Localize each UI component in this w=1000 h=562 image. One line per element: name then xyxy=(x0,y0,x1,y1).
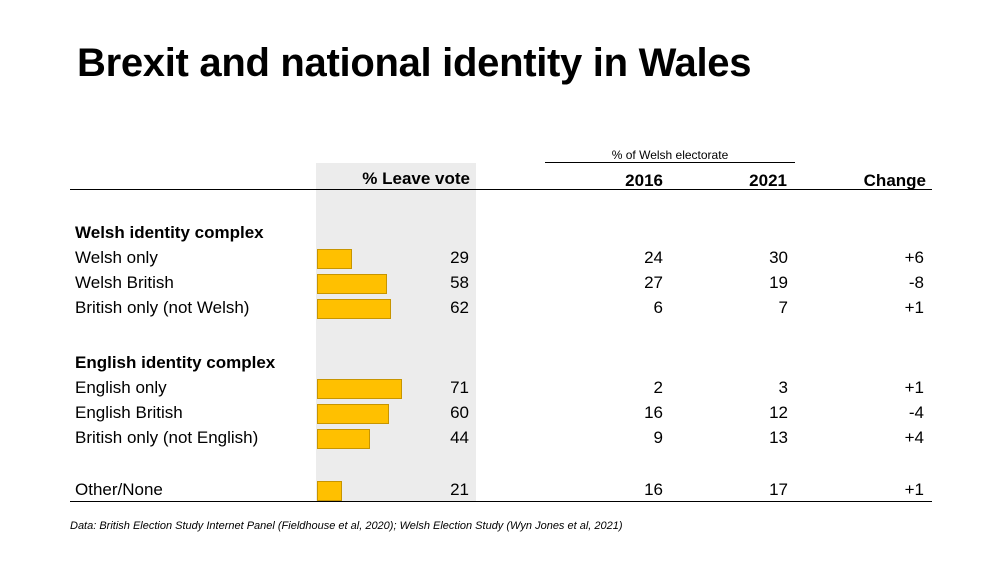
chart-title: Brexit and national identity in Wales xyxy=(77,41,752,85)
value-2021: 7 xyxy=(778,298,788,317)
source-note: Data: British Election Study Internet Pa… xyxy=(70,520,623,532)
leave-vote-value: 62 xyxy=(450,298,469,317)
leave-vote-column-shade xyxy=(316,163,476,501)
row-label: English British xyxy=(75,403,183,422)
value-2016: 27 xyxy=(644,273,663,292)
value-2016: 9 xyxy=(653,428,663,447)
year-2016-column-header: 2016 xyxy=(625,171,663,190)
leave-vote-bar xyxy=(317,429,370,449)
change-column-header: Change xyxy=(863,171,926,190)
change-value: +1 xyxy=(904,378,924,397)
row-label: British only (not Welsh) xyxy=(75,298,250,317)
leave-vote-bar xyxy=(317,274,387,294)
row-label: English only xyxy=(75,378,167,397)
change-value: +4 xyxy=(904,428,924,447)
leave-vote-bar xyxy=(317,299,391,319)
leave-vote-value: 60 xyxy=(450,403,469,422)
leave-vote-value: 44 xyxy=(450,428,469,447)
leave-vote-value: 71 xyxy=(450,378,469,397)
value-2021: 3 xyxy=(778,378,788,397)
leave-vote-value: 29 xyxy=(450,248,469,267)
change-value: +6 xyxy=(904,248,924,267)
change-value: +1 xyxy=(904,480,924,499)
value-2021: 17 xyxy=(769,480,788,499)
value-2016: 16 xyxy=(644,403,663,422)
value-2016: 16 xyxy=(644,480,663,499)
row-label: Welsh only xyxy=(75,248,158,267)
leave-vote-value: 58 xyxy=(450,273,469,292)
leave-vote-bar xyxy=(317,481,342,501)
group-heading: Welsh identity complex xyxy=(75,223,264,242)
row-label: Other/None xyxy=(75,480,163,499)
value-2016: 24 xyxy=(644,248,663,267)
bottom-rule xyxy=(70,501,932,502)
row-label: Welsh British xyxy=(75,273,174,292)
electorate-column-group-label: % of Welsh electorate xyxy=(611,148,729,162)
leave-vote-value: 21 xyxy=(450,480,469,499)
leave-vote-bar xyxy=(317,404,389,424)
value-2021: 12 xyxy=(769,403,788,422)
leave-vote-bar xyxy=(317,379,402,399)
value-2021: 30 xyxy=(769,248,788,267)
change-value: -8 xyxy=(908,273,924,292)
leave-vote-bar xyxy=(317,249,352,269)
value-2016: 2 xyxy=(653,378,663,397)
year-2021-column-header: 2021 xyxy=(749,171,787,190)
leave-vote-column-header: % Leave vote xyxy=(362,169,470,188)
value-2016: 6 xyxy=(653,298,663,317)
group-heading: English identity complex xyxy=(75,353,276,372)
electorate-header-rule xyxy=(545,162,795,163)
row-label: British only (not English) xyxy=(75,428,259,447)
change-value: +1 xyxy=(904,298,924,317)
value-2021: 13 xyxy=(769,428,788,447)
value-2021: 19 xyxy=(769,273,788,292)
change-value: -4 xyxy=(908,403,924,422)
header-rule xyxy=(70,189,932,190)
